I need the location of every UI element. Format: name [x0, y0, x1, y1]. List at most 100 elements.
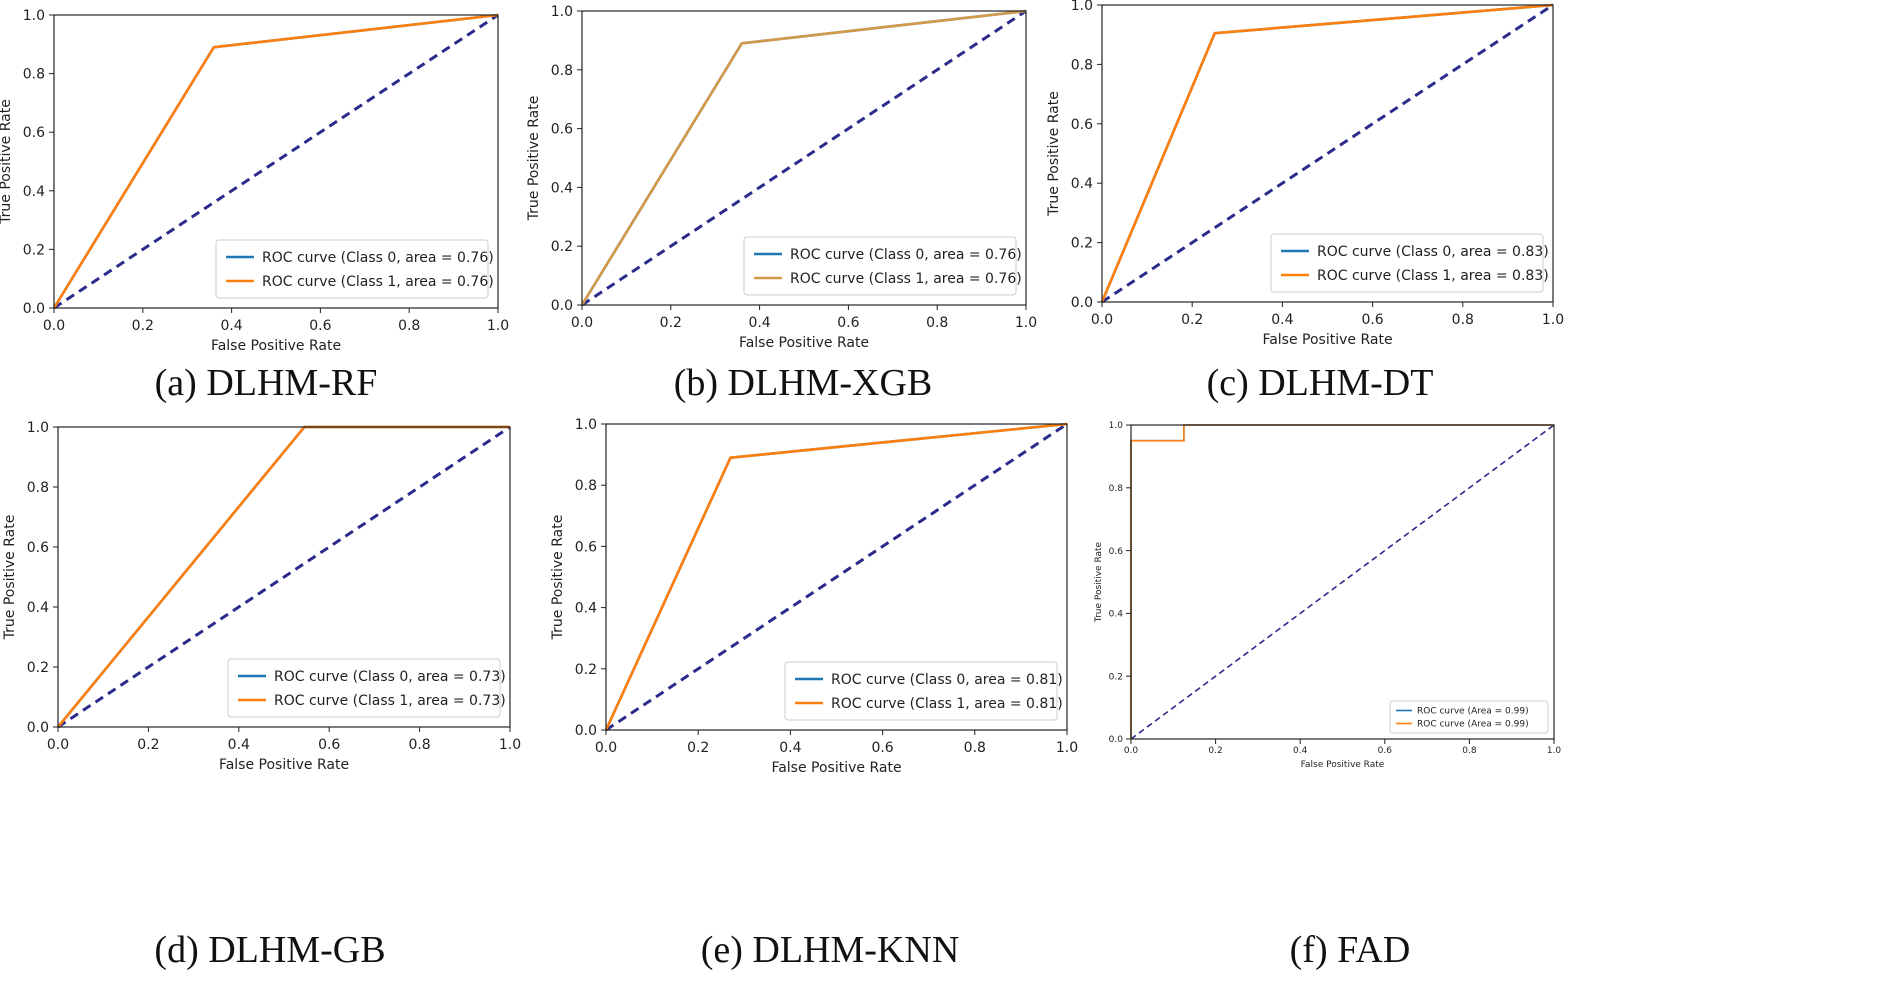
x-tick-label: 1.0 [1542, 312, 1564, 328]
chart-panel-6: 0.0 0.2 0.4 0.6 0.8 1.0 0.0 0.2 0.4 0.6 0.8 1.0 Fals… [1094, 421, 1561, 971]
legend: ROC curve (Class 0, area = 0.73) ROC curv… [227, 658, 506, 718]
legend-label-1: ROC curve (Class 1, area = 0.76) [262, 274, 494, 290]
y-tick-label: 0.6 [551, 122, 573, 138]
x-tick-label: 0.8 [398, 318, 420, 334]
plot-frame [53, 14, 499, 309]
y-axis-label: True Positive Rate [1094, 541, 1104, 623]
y-axis-label: True Positive Rate [550, 515, 566, 641]
legend: ROC curve (Class 0, area = 0.83) ROC curv… [1270, 233, 1549, 293]
y-tick-label: 0.4 [1071, 176, 1093, 192]
y-tick-label: 0.4 [1109, 610, 1124, 620]
panel-caption: (f) FAD [1290, 929, 1411, 971]
x-tick-label: 0.2 [137, 737, 159, 753]
y-tick-label: 0.6 [27, 540, 49, 556]
y-tick-label: 0.0 [23, 301, 45, 317]
y-tick-label: 0.4 [575, 601, 597, 617]
legend-label-0: ROC curve (Class 0, area = 0.76) [262, 250, 494, 266]
x-axis-label: False Positive Rate [1262, 332, 1392, 348]
y-tick-label: 0.8 [23, 67, 45, 83]
x-tick-label: 0.8 [1452, 312, 1474, 328]
y-tick-label: 0.2 [1071, 236, 1093, 252]
y-tick-label: 0.2 [575, 662, 597, 678]
y-tick-label: 0.2 [27, 660, 49, 676]
y-tick-label: 0.6 [575, 539, 597, 555]
panel-caption: (b) DLHM-XGB [674, 362, 933, 404]
series-line-1 [580, 9, 1027, 306]
legend-box [743, 236, 1017, 296]
reference-line [1130, 424, 1555, 740]
y-tick-label: 0.6 [1071, 117, 1093, 133]
legend: ROC curve (Class 0, area = 0.76) ROC curv… [215, 239, 494, 299]
legend-label-1: ROC curve (Class 1, area = 0.76) [790, 271, 1022, 287]
x-axis-label: False Positive Rate [1301, 760, 1385, 770]
y-tick-label: 0.8 [27, 480, 49, 496]
x-tick-label: 0.4 [748, 315, 770, 331]
x-tick-label: 0.6 [837, 315, 859, 331]
y-tick-label: 0.8 [551, 63, 573, 79]
x-tick-label: 1.0 [499, 737, 521, 753]
legend-box [1270, 233, 1544, 293]
x-tick-label: 0.6 [309, 318, 331, 334]
y-tick-label: 1.0 [575, 417, 597, 433]
chart-panel-2: 0.0 0.2 0.4 0.6 0.8 1.0 0.0 0.2 0.4 0.6 0.8 1.0 Fals… [526, 4, 1037, 404]
x-tick-label: 0.0 [595, 740, 617, 756]
legend-label-0: ROC curve (Area = 0.99) [1417, 707, 1529, 717]
legend: ROC curve (Area = 0.99) ROC curve (Area =… [1389, 700, 1549, 734]
legend-label-0: ROC curve (Class 0, area = 0.73) [274, 669, 506, 685]
legend-label-1: ROC curve (Class 1, area = 0.73) [274, 693, 506, 709]
x-tick-label: 0.6 [318, 737, 340, 753]
legend-box [784, 661, 1058, 721]
plot-frame [581, 10, 1027, 306]
x-axis-label: False Positive Rate [211, 338, 341, 354]
y-tick-label: 1.0 [23, 8, 45, 24]
legend-label-0: ROC curve (Class 0, area = 0.81) [831, 672, 1063, 688]
x-tick-label: 0.8 [408, 737, 430, 753]
series-line-1 [52, 13, 499, 309]
plot-frame [1101, 4, 1554, 303]
reference-line [57, 425, 511, 729]
x-tick-label: 0.4 [228, 737, 250, 753]
legend-label-0: ROC curve (Class 0, area = 0.76) [790, 247, 1022, 263]
x-tick-label: 0.8 [964, 740, 986, 756]
y-tick-label: 0.0 [1071, 295, 1093, 311]
x-tick-label: 0.2 [660, 315, 682, 331]
legend-label-0: ROC curve (Class 0, area = 0.83) [1317, 244, 1549, 260]
y-axis-label: True Positive Rate [0, 99, 14, 225]
x-tick-label: 0.0 [43, 318, 65, 334]
y-axis-label: True Positive Rate [1046, 91, 1062, 217]
x-tick-label: 0.4 [779, 740, 801, 756]
reference-line [53, 13, 499, 310]
x-axis-label: False Positive Rate [219, 757, 349, 773]
reference-line [1101, 3, 1554, 304]
x-tick-label: 0.4 [1293, 746, 1308, 756]
x-tick-label: 0.0 [1091, 312, 1113, 328]
x-tick-label: 0.0 [571, 315, 593, 331]
legend-label-1: ROC curve (Class 1, area = 0.83) [1317, 268, 1549, 284]
y-axis-label: True Positive Rate [2, 515, 18, 641]
legend: ROC curve (Class 0, area = 0.81) ROC curv… [784, 661, 1063, 721]
x-tick-label: 0.6 [1378, 746, 1393, 756]
y-tick-label: 0.0 [1109, 735, 1124, 745]
panel-caption: (e) DLHM-KNN [701, 929, 960, 971]
x-tick-label: 0.0 [47, 737, 69, 753]
y-tick-label: 1.0 [1109, 421, 1124, 431]
y-tick-label: 0.0 [551, 298, 573, 314]
panel-caption: (c) DLHM-DT [1207, 362, 1434, 404]
y-axis-label: True Positive Rate [526, 96, 542, 222]
reference-line [581, 9, 1027, 307]
x-tick-label: 0.8 [926, 315, 948, 331]
y-tick-label: 0.0 [27, 720, 49, 736]
legend-box [227, 658, 501, 718]
chart-panel-5: 0.0 0.2 0.4 0.6 0.8 1.0 0.0 0.2 0.4 0.6 0.8 1.0 Fals… [550, 417, 1078, 971]
x-tick-label: 0.6 [871, 740, 893, 756]
legend-box [1389, 700, 1549, 734]
x-tick-label: 0.4 [1271, 312, 1293, 328]
reference-line [605, 422, 1068, 732]
y-tick-label: 1.0 [1071, 0, 1093, 14]
x-tick-label: 0.2 [1181, 312, 1203, 328]
legend: ROC curve (Class 0, area = 0.76) ROC curv… [743, 236, 1022, 296]
y-tick-label: 0.2 [1109, 672, 1123, 682]
y-tick-label: 0.2 [551, 239, 573, 255]
chart-panel-4: 0.0 0.2 0.4 0.6 0.8 1.0 0.0 0.2 0.4 0.6 0.8 1.0 Fals… [2, 420, 521, 971]
